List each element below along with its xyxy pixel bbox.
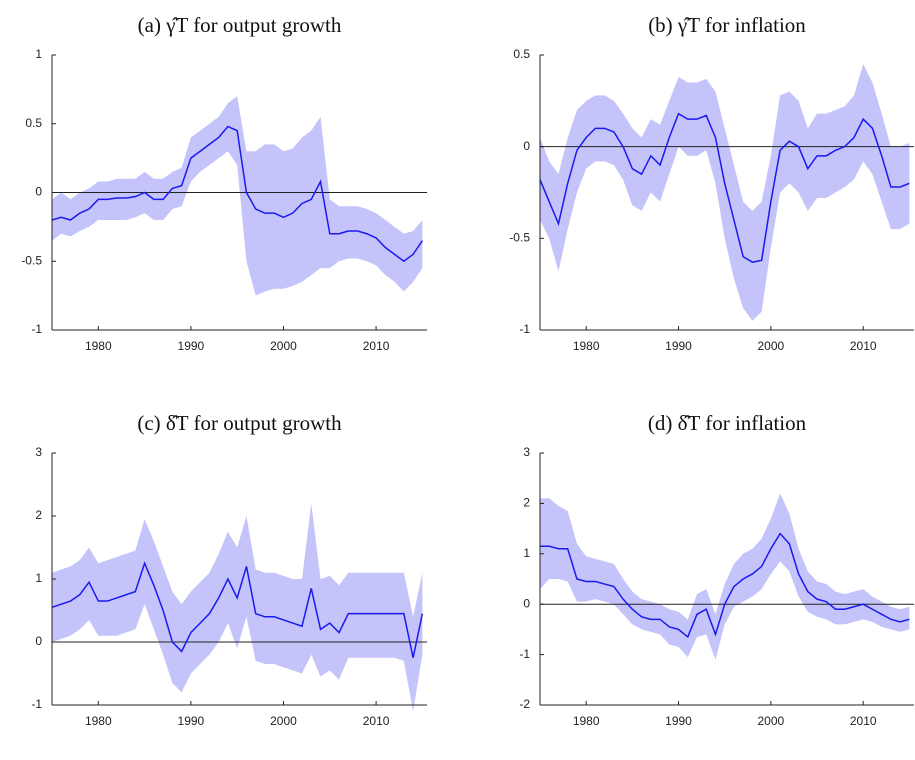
confidence-band [540, 64, 910, 321]
y-tick-label: -0.5 [21, 253, 42, 267]
panel: -1 -0.5 0 0.5 1980 1990 2000 2010 (b) γ̂T for in… [509, 13, 914, 353]
x-tick-label: 1990 [178, 714, 205, 728]
y-tick-label: 3 [523, 445, 530, 459]
panel-title: (b) γ̂T for inflation [648, 13, 806, 37]
x-tick-label: 2000 [270, 339, 297, 353]
x-tick-label: 2000 [758, 714, 785, 728]
estimate-line [539, 112, 910, 263]
y-tick-label: 0 [35, 634, 42, 648]
x-tick-label: 2010 [363, 339, 390, 353]
confidence-band [540, 493, 910, 660]
y-tick-label: 1 [35, 47, 42, 61]
x-tick-label: 2000 [270, 714, 297, 728]
estimate-line [540, 532, 910, 639]
x-tick-label: 1990 [178, 339, 205, 353]
y-tick-label: 2 [35, 508, 42, 522]
y-tick-label: 1 [523, 546, 530, 560]
panel: -2 -1 0 1 2 3 1980 1990 2000 2010 (d) δ̂T for infl… [519, 411, 914, 728]
panel: -1 0 1 2 3 1980 1990 2000 2010 (c) δ̂T for output… [31, 411, 427, 728]
panel-title: (d) δ̂T for inflation [648, 411, 807, 435]
y-tick-label: -2 [519, 697, 530, 711]
estimate-line [51, 561, 424, 658]
x-tick-label: 2010 [850, 714, 877, 728]
y-tick-label: 0 [35, 185, 42, 199]
y-tick-label: 0.5 [513, 47, 530, 61]
y-tick-label: 1 [35, 571, 42, 585]
x-tick-label: 1990 [665, 339, 692, 353]
y-tick-label: -1 [31, 322, 42, 336]
y-tick-label: -1 [519, 322, 530, 336]
x-tick-label: 1980 [573, 339, 600, 353]
x-tick-label: 1990 [665, 714, 692, 728]
confidence-band [52, 96, 423, 296]
panel-title: (c) δ̂T for output growth [137, 411, 342, 435]
confidence-band [52, 503, 423, 712]
y-tick-label: 0.5 [25, 116, 42, 130]
x-tick-label: 1980 [85, 339, 112, 353]
x-tick-label: 1980 [573, 714, 600, 728]
panel-title: (a) γ̂T for output growth [138, 13, 342, 37]
x-tick-label: 2000 [758, 339, 785, 353]
y-tick-label: 0 [523, 139, 530, 153]
x-tick-label: 2010 [850, 339, 877, 353]
x-tick-label: 2010 [363, 714, 390, 728]
y-tick-label: 2 [523, 496, 530, 510]
y-tick-label: -1 [519, 647, 530, 661]
x-tick-label: 1980 [85, 714, 112, 728]
y-tick-label: 0 [523, 596, 530, 610]
y-tick-label: -0.5 [509, 231, 530, 245]
y-tick-label: -1 [31, 697, 42, 711]
panel: -1 -0.5 0 0.5 1 1980 1990 2000 2010 (a) γ̂T for o… [21, 13, 427, 353]
estimate-line [51, 125, 423, 263]
y-tick-label: 3 [35, 445, 42, 459]
